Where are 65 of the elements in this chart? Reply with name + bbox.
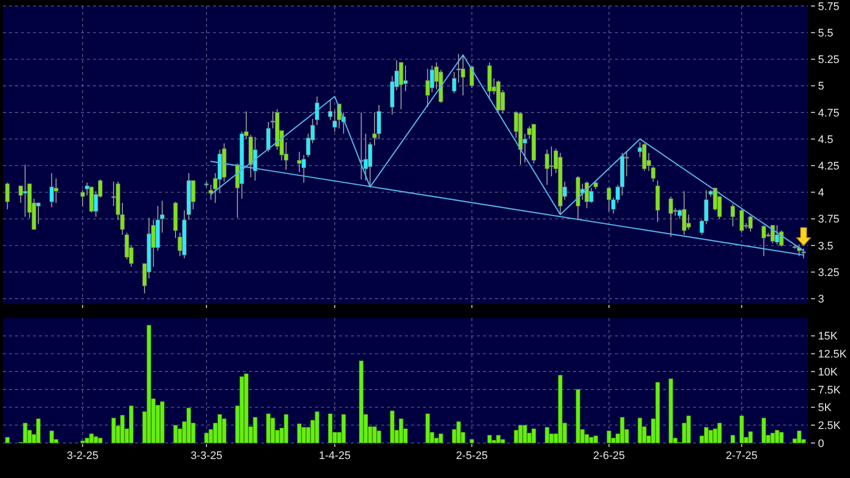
bar [518,424,523,444]
candlestick [5,182,10,210]
bar [487,434,492,444]
y-tick-label: 4.5 [818,134,834,146]
candlestick [668,196,674,238]
y-tick-label: 5.5 [818,27,834,40]
y-tick-label: 0 [818,438,824,450]
y-tick-label: 15K [818,330,838,343]
bar [717,422,722,444]
y-tick-label: 3.75 [818,214,840,226]
bar [284,414,288,444]
bar [638,418,642,444]
x-tick-label: 2-5-25 [456,450,488,462]
bar [111,418,116,444]
candlestick [748,215,753,232]
y-tick-label: 3.5 [818,240,834,252]
y-tick-label: 3.25 [818,266,840,279]
bar [739,416,744,444]
bar [576,389,580,444]
bar [297,424,302,444]
bar [266,414,271,444]
bar [730,434,735,444]
bar [204,432,209,444]
y-tick-label: 5K [818,402,832,414]
bar [252,417,258,444]
bar [686,416,691,444]
bar [748,431,753,444]
x-tick-label: 1-4-25 [318,450,351,462]
y-tick-label: 7.5K [818,384,842,396]
x-tick-label: 2-6-25 [593,450,625,462]
y-tick-label: 5.75 [818,0,840,13]
y-tick-label: 5 [818,80,824,93]
bar [606,430,612,444]
y-tick-label: 12.5K [818,348,848,361]
y-tick-label: 10K [818,366,838,378]
candlestick [266,122,271,152]
x-tick-label: 3-2-25 [66,450,99,462]
bar [314,411,320,444]
candlestick [54,178,58,204]
candlestick [544,149,550,186]
bar [173,424,178,444]
candlestick [403,65,408,92]
candlestick [739,208,744,234]
y-tick-label: 5.25 [818,54,840,66]
bar [80,440,85,444]
candlestick [730,203,735,227]
candlestick [606,186,612,212]
x-tick-label: 3-3-25 [190,450,222,462]
bar [655,382,660,444]
candlestick [770,224,775,244]
x-tick-label: 2-7-25 [726,450,758,462]
y-tick-label: 4.75 [818,107,840,120]
y-tick-label: 4.25 [818,160,840,172]
candlestick [460,54,466,96]
y-tick-label: 3 [818,294,824,306]
candlestick [252,136,258,182]
candlestick [297,151,302,173]
y-tick-label: 2.5K [818,420,842,432]
bar [5,437,10,444]
bar [341,414,346,444]
bar [470,439,474,444]
bar [544,427,550,444]
y-tick-label: 4 [818,187,824,200]
candlestick [801,248,806,259]
bar [668,378,674,444]
